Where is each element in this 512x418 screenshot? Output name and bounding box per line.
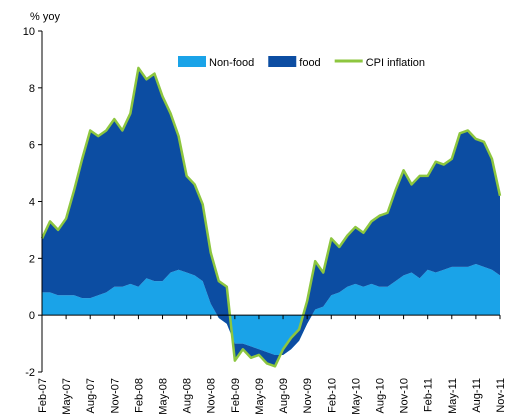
y-tick-label: 2 bbox=[29, 253, 35, 265]
y-tick-label: 10 bbox=[23, 26, 35, 38]
legend-label: food bbox=[299, 57, 320, 69]
x-tick-label: Aug-10 bbox=[374, 378, 386, 413]
y-tick-label: 4 bbox=[29, 197, 35, 209]
legend-label: CPI inflation bbox=[366, 57, 425, 69]
x-tick-label: Nov-11 bbox=[495, 378, 507, 413]
x-tick-label: Nov-09 bbox=[302, 378, 314, 413]
x-tick-label: Aug-11 bbox=[471, 378, 483, 413]
line bbox=[40, 66, 502, 368]
x-tick-label: Feb-08 bbox=[133, 378, 145, 413]
x-tick-label: Feb-07 bbox=[37, 378, 49, 413]
x-tick-label: Nov-10 bbox=[399, 378, 411, 413]
x-tick-label: Feb-11 bbox=[423, 378, 435, 412]
x-tick-label: Feb-09 bbox=[230, 378, 242, 413]
y-axis-label: % yoy bbox=[30, 11, 60, 23]
x-tick-label: Nov-08 bbox=[206, 378, 218, 413]
x-tick-label: Aug-08 bbox=[182, 378, 194, 413]
x-tick-label: May-10 bbox=[350, 378, 362, 415]
y-tick-label: 6 bbox=[29, 140, 35, 152]
x-tick-label: Aug-07 bbox=[85, 378, 97, 413]
x-tick-label: May-07 bbox=[61, 378, 73, 415]
legend-swatch bbox=[268, 56, 297, 67]
x-tick-label: Feb-10 bbox=[326, 378, 338, 413]
y-tick-label: 8 bbox=[29, 83, 35, 95]
x-tick-label: May-11 bbox=[447, 378, 459, 414]
x-tick-label: May-09 bbox=[254, 378, 266, 415]
y-tick-label: 0 bbox=[29, 310, 35, 322]
x-tick-label: May-08 bbox=[158, 378, 170, 415]
x-tick-label: Aug-09 bbox=[278, 378, 290, 413]
x-tick-label: Nov-07 bbox=[109, 378, 121, 413]
legend-swatch bbox=[178, 56, 206, 67]
legend-label: Non-food bbox=[209, 57, 254, 69]
y-tick-label: -2 bbox=[25, 367, 35, 379]
area bbox=[42, 67, 500, 367]
